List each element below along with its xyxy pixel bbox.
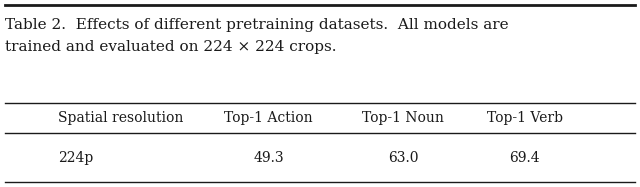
Text: trained and evaluated on 224 × 224 crops.: trained and evaluated on 224 × 224 crops… [5,40,337,54]
Text: 49.3: 49.3 [253,151,284,165]
Text: Top-1 Action: Top-1 Action [225,111,313,125]
Text: Top-1 Verb: Top-1 Verb [487,111,563,125]
Text: Table 2.  Effects of different pretraining datasets.  All models are: Table 2. Effects of different pretrainin… [5,18,509,32]
Text: 63.0: 63.0 [388,151,419,165]
Text: Top-1 Noun: Top-1 Noun [362,111,444,125]
Text: 224p: 224p [58,151,93,165]
Text: Spatial resolution: Spatial resolution [58,111,183,125]
Text: 69.4: 69.4 [509,151,540,165]
